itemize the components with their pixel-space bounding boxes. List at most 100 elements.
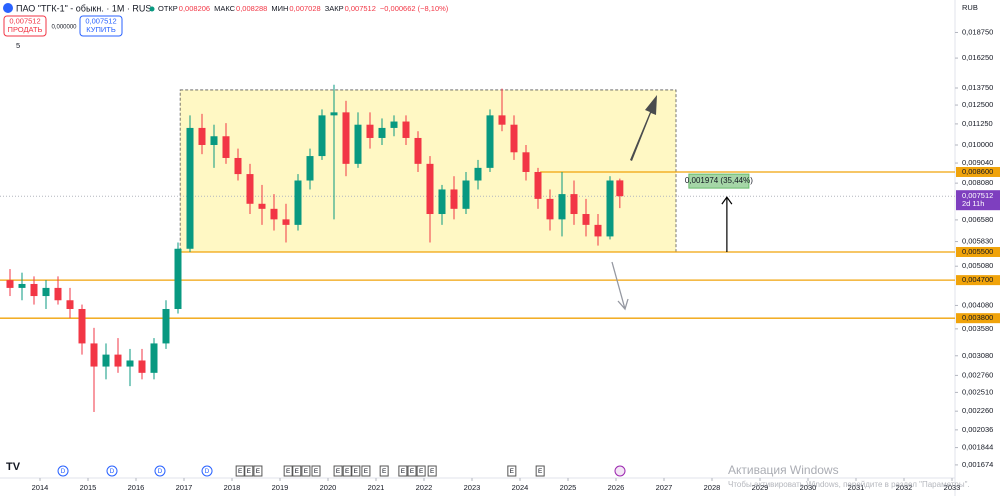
tv-logo: TV — [6, 461, 21, 473]
candle-body — [90, 343, 98, 367]
y-tick-label: 0,001844 — [962, 443, 993, 452]
buy-label: КУПИТЬ — [86, 25, 116, 34]
x-tick-label: 2014 — [32, 483, 49, 492]
candle-body — [102, 354, 110, 367]
event-label: E — [354, 468, 359, 475]
event-icon — [535, 465, 545, 477]
y-tick-label: 0,005080 — [962, 261, 993, 270]
sell-button[interactable] — [3, 15, 47, 37]
event-label: E — [336, 468, 341, 475]
event-label: D — [110, 468, 115, 475]
candle-body — [150, 343, 158, 373]
y-tick-label: 0,003580 — [962, 324, 993, 333]
ohlc-label: МИН — [271, 4, 288, 13]
candle-body — [534, 171, 542, 199]
candle-body — [246, 174, 254, 204]
countdown: 2d 11h — [962, 199, 984, 208]
candle-body — [318, 115, 326, 157]
y-tick-label: 0,002760 — [962, 370, 993, 379]
level-price-label: 0,005500 — [962, 247, 993, 256]
candle-body — [66, 300, 74, 309]
event-label: E — [314, 468, 319, 475]
y-tick-label: 0,002510 — [962, 387, 993, 396]
level-price-label: 0,003800 — [962, 313, 993, 322]
y-tick-label: 0,002260 — [962, 406, 993, 415]
measure-label: 0,001974 (35,44%) — [685, 176, 753, 185]
candle-body — [462, 180, 470, 209]
symbol-logo — [3, 3, 13, 13]
candle-body — [616, 180, 624, 197]
candle-body — [354, 124, 362, 164]
candle-body — [234, 157, 242, 175]
x-tick-label: 2025 — [560, 483, 577, 492]
level-price-label: 0,004700 — [962, 275, 993, 284]
level-price-label: 0,008600 — [962, 167, 993, 176]
candle-body — [450, 189, 458, 209]
watermark-text: Чтобы активировать Windows, перейдите в … — [728, 480, 970, 489]
candle-body — [594, 224, 602, 237]
event-icon — [351, 465, 361, 477]
candle-body — [474, 167, 482, 181]
x-tick-label: 2019 — [272, 483, 289, 492]
level-price-box — [956, 166, 1000, 177]
y-tick-label: 0,008080 — [962, 178, 993, 187]
candle-body — [282, 219, 290, 225]
spread: 0,000000 — [51, 25, 77, 31]
indicators-count[interactable]: 5 — [16, 41, 20, 50]
candle-body — [222, 136, 230, 158]
x-tick-label: 2029 — [752, 483, 769, 492]
event-label: D — [205, 468, 210, 475]
event-icon — [244, 465, 254, 477]
candle-body — [174, 248, 182, 309]
candle-body — [378, 127, 386, 138]
event-label: E — [256, 468, 261, 475]
event-label: E — [286, 468, 291, 475]
ohlc-header: ОТКР 0,008206 МАКС 0,008288 МИН 0,007028 ЗАКР 0… — [158, 4, 449, 13]
buy-price: 0,007512 — [85, 16, 116, 25]
trend-arrow-up — [630, 95, 657, 161]
candle-body — [306, 156, 314, 181]
change: −0,000662 (−8,10%) — [380, 4, 449, 13]
x-tick-label: 2024 — [512, 483, 529, 492]
candle-body — [558, 194, 566, 220]
event-label: E — [238, 468, 243, 475]
candle-body — [162, 308, 170, 344]
y-tick-label: 0,016250 — [962, 53, 993, 62]
trend-arrow-down — [611, 261, 629, 311]
event-icon — [106, 465, 118, 477]
buy-button[interactable] — [79, 15, 123, 37]
candle-body — [426, 163, 434, 215]
event-icon — [507, 465, 517, 477]
x-tick-label: 2031 — [848, 483, 865, 492]
event-icon — [398, 465, 408, 477]
candle-body — [210, 136, 218, 145]
event-label: E — [382, 468, 387, 475]
ohlc-value: 0,008288 — [236, 4, 267, 13]
level-price-box — [956, 246, 1000, 257]
measure-box — [688, 173, 750, 189]
candle-body — [366, 124, 374, 138]
candle-body — [270, 208, 278, 220]
event-icon — [154, 465, 166, 477]
candle-body — [126, 360, 134, 367]
candle-body — [138, 360, 146, 373]
candle-body — [78, 308, 86, 344]
candle-body — [582, 214, 590, 225]
y-tick-label: 0,002036 — [962, 425, 993, 434]
ohlc-value: 0,007512 — [345, 4, 376, 13]
event-label: E — [247, 468, 252, 475]
event-icon — [379, 465, 389, 477]
event-label: E — [510, 468, 515, 475]
event-icon — [333, 465, 343, 477]
candle-body — [402, 121, 410, 138]
candle-body — [330, 112, 338, 116]
candle-body — [570, 194, 578, 215]
event-icon — [407, 465, 417, 477]
y-tick-label: 0,012500 — [962, 100, 993, 109]
last-price-label: 0,007512 — [962, 191, 993, 200]
event-label: E — [364, 468, 369, 475]
candle-body — [522, 152, 530, 172]
market-status — [149, 6, 155, 12]
sell-price: 0,007512 — [9, 16, 40, 25]
